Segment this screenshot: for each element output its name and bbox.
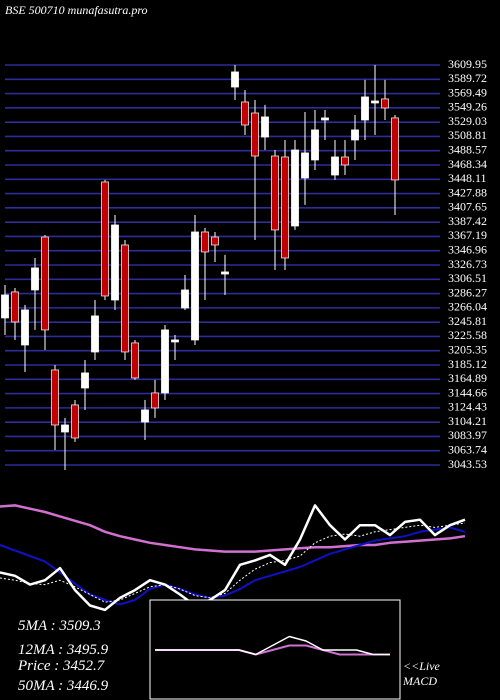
candle-body: [181, 289, 189, 309]
candle-body: [121, 244, 129, 353]
candle-body: [321, 117, 329, 121]
y-tick-label: 3407.65: [448, 200, 487, 214]
indicator-line: [0, 504, 466, 612]
candle-body: [241, 101, 249, 126]
indicator-line: [0, 526, 466, 606]
candle-body: [101, 181, 109, 297]
candle-body: [221, 271, 229, 275]
candle-body: [31, 267, 39, 291]
candle-body: [51, 369, 59, 426]
y-tick-label: 3326.73: [448, 257, 487, 271]
y-tick-label: 3286.27: [448, 285, 487, 299]
y-tick-label: 3245.81: [448, 314, 487, 328]
y-tick-label: 3063.74: [448, 442, 487, 456]
y-tick-label: 3185.12: [448, 357, 487, 371]
y-tick-label: 3549.26: [448, 100, 487, 114]
candle-body: [211, 236, 219, 246]
price-panel: 3609.953589.723569.493549.263529.033508.…: [1, 57, 487, 471]
candle-body: [81, 372, 89, 389]
candle-body: [161, 329, 169, 394]
macd-label: <<Live: [403, 659, 441, 673]
y-tick-label: 3589.72: [448, 71, 487, 85]
y-tick-label: 3387.42: [448, 214, 487, 228]
indicator-line: [0, 504, 466, 553]
y-tick-label: 3569.49: [448, 85, 487, 99]
candle-body: [391, 117, 399, 181]
candle-body: [371, 100, 379, 104]
candle-body: [271, 155, 279, 231]
y-tick-label: 3508.81: [448, 128, 487, 142]
candle-body: [231, 71, 239, 88]
candle-body: [1, 294, 9, 319]
y-tick-label: 3346.96: [448, 242, 487, 256]
candle-body: [361, 96, 369, 121]
y-tick-label: 3266.04: [448, 300, 487, 314]
candle-body: [261, 116, 269, 138]
y-tick-label: 3083.97: [448, 428, 487, 442]
y-tick-label: 3306.51: [448, 271, 487, 285]
chart-title: BSE 500710 munafasutra.pro: [5, 3, 148, 17]
candle-body: [21, 309, 29, 346]
candle-body: [11, 291, 19, 323]
y-tick-label: 3124.43: [448, 400, 487, 414]
candle-body: [341, 156, 349, 166]
indicator-line: [0, 522, 466, 603]
y-tick-label: 3488.57: [448, 142, 487, 156]
candle-body: [71, 404, 79, 439]
macd-panel: [155, 635, 390, 656]
macd-label: MACD: [402, 674, 437, 688]
y-tick-label: 3609.95: [448, 57, 487, 71]
y-tick-label: 3164.89: [448, 371, 487, 385]
y-tick-label: 3104.21: [448, 414, 487, 428]
y-tick-label: 3367.19: [448, 228, 487, 242]
candle-body: [201, 231, 209, 253]
candle-body: [171, 339, 179, 343]
stat-text: 5MA : 3509.3: [18, 618, 101, 634]
indicator-panel: [0, 504, 466, 612]
stat-text: Price : 3452.7: [17, 658, 106, 674]
y-tick-label: 3468.34: [448, 157, 487, 171]
candle-body: [41, 236, 49, 331]
candle-body: [91, 315, 99, 353]
candle-body: [311, 129, 319, 161]
stat-text: 12MA : 3495.9: [18, 642, 109, 658]
y-tick-label: 3225.58: [448, 328, 487, 342]
candle-body: [191, 231, 199, 341]
candle-body: [251, 112, 259, 157]
y-tick-label: 3448.11: [448, 171, 487, 185]
candle-body: [131, 342, 139, 379]
y-tick-label: 3427.88: [448, 185, 487, 199]
candle-body: [111, 224, 119, 301]
candle-body: [381, 98, 389, 109]
candle-body: [151, 392, 159, 409]
candle-body: [351, 129, 359, 141]
stat-text: 50MA : 3446.9: [18, 678, 109, 694]
candle-body: [291, 149, 299, 227]
candle-body: [331, 156, 339, 176]
y-tick-label: 3043.53: [448, 457, 487, 471]
candle-body: [61, 424, 69, 433]
y-tick-label: 3144.66: [448, 385, 487, 399]
y-tick-label: 3529.03: [448, 114, 487, 128]
candle-body: [141, 409, 149, 423]
y-tick-label: 3205.35: [448, 342, 487, 356]
candle-body: [281, 156, 289, 259]
candle-body: [301, 152, 309, 179]
indicator-line: [155, 635, 390, 656]
